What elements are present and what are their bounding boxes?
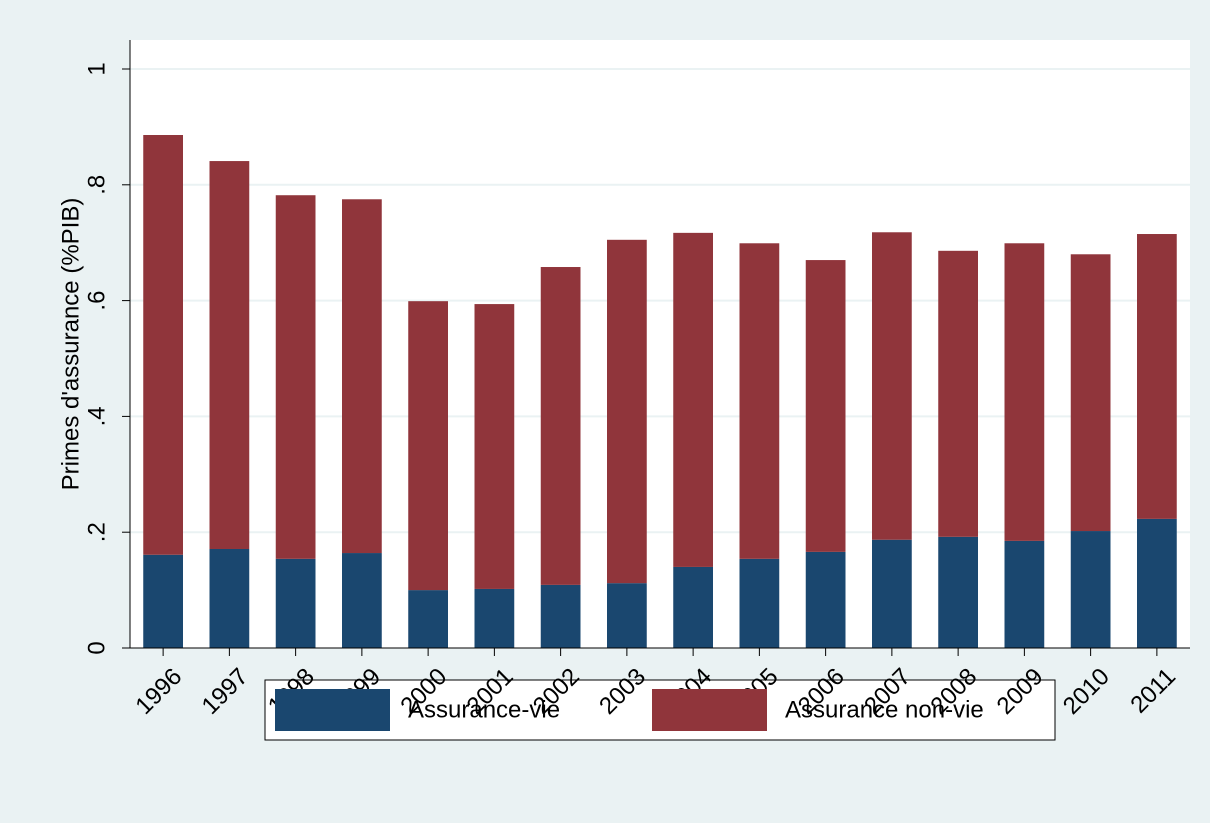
bar-segment [1070,531,1111,648]
bar-segment [540,584,581,648]
y-tick-label: 1 [83,62,110,75]
bar-segment [209,548,250,648]
bar-segment [275,195,316,559]
bar-segment [739,243,780,559]
legend-swatch [275,689,390,731]
y-tick-label: .4 [83,406,110,426]
y-tick-label: 0 [83,641,110,654]
bar-segment [872,232,912,540]
y-tick-label: .6 [83,291,110,311]
bar-segment [673,566,713,648]
bar-segment [143,135,183,555]
bar-segment [1070,254,1111,532]
bar-segment [1137,234,1177,519]
bar-segment [607,239,647,584]
bar-segment [938,536,978,648]
bar-segment [408,590,448,648]
bar-segment [209,161,250,549]
bar-segment [1137,518,1177,648]
bar-segment [342,553,382,648]
bar-segment [1004,243,1045,541]
bar-segment [805,551,846,648]
bar-segment [474,588,515,648]
bar-segment [540,267,581,585]
legend-label: Assurance non-vie [785,696,984,723]
bar-segment [739,558,780,648]
bar-segment [474,304,515,589]
bar-segment [673,232,713,567]
bar-segment [607,583,647,648]
bar-segment [805,260,846,552]
y-tick-label: .2 [83,522,110,542]
bar-segment [143,554,183,648]
bar-segment [872,539,912,648]
bar-segment [408,301,448,591]
bar-segment [938,250,978,537]
bar-segment [275,558,316,648]
bar-segment [342,199,382,554]
y-axis-title: Primes d'assurance (%PIB) [57,198,84,491]
bar-segment [1004,540,1045,648]
y-tick-label: .8 [83,175,110,195]
legend-swatch [652,689,767,731]
legend-label: Assurance-vie [408,696,560,723]
